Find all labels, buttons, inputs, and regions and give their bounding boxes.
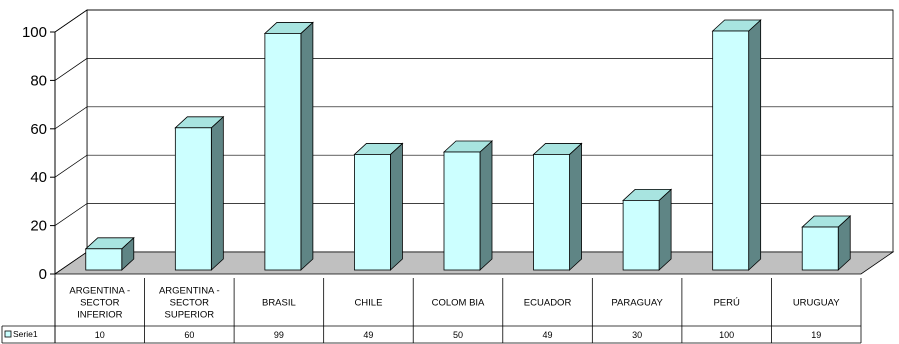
y-tick-label: 80 bbox=[30, 72, 47, 89]
bar-front bbox=[533, 154, 570, 271]
bar-front bbox=[712, 30, 750, 271]
side-wall bbox=[54, 9, 88, 275]
bar-side bbox=[210, 115, 224, 271]
bar bbox=[711, 19, 762, 271]
category-label: ARGENTINA - bbox=[69, 286, 130, 297]
gridline bbox=[54, 106, 893, 130]
value-label: 100 bbox=[719, 330, 734, 340]
y-tick-label: 0 bbox=[39, 266, 47, 283]
value-label: 49 bbox=[543, 330, 553, 340]
y-tick-label: 60 bbox=[30, 121, 47, 138]
value-label: 99 bbox=[274, 330, 284, 340]
bars bbox=[84, 19, 852, 271]
bar-side bbox=[390, 142, 403, 271]
legend-swatch bbox=[4, 330, 12, 338]
category-label: CHILE bbox=[354, 298, 382, 309]
category-label: PARAGUAY bbox=[611, 298, 663, 309]
bar bbox=[84, 236, 135, 271]
bar-front bbox=[174, 127, 212, 271]
bar-front bbox=[85, 248, 123, 271]
value-label: 49 bbox=[363, 330, 373, 340]
bar bbox=[263, 21, 314, 271]
y-tick-label: 100 bbox=[22, 24, 47, 41]
bar-front bbox=[622, 199, 660, 271]
value-label: 10 bbox=[95, 330, 105, 340]
bar-side bbox=[748, 19, 762, 271]
gridline bbox=[54, 9, 893, 33]
category-label: BRASIL bbox=[262, 298, 296, 309]
y-axis: 0 20 40 60 80 100 bbox=[22, 24, 56, 283]
bar bbox=[442, 140, 494, 271]
category-label: URUGUAY bbox=[793, 298, 840, 309]
category-label: ARGENTINA - bbox=[159, 286, 220, 297]
bar-side bbox=[479, 140, 493, 271]
category-label: SECTOR bbox=[170, 298, 210, 309]
gridline bbox=[54, 58, 893, 81]
value-label: 30 bbox=[632, 330, 642, 340]
gridline bbox=[54, 154, 893, 178]
bar-side bbox=[300, 21, 314, 271]
bar-front bbox=[801, 226, 839, 271]
bar bbox=[801, 215, 852, 271]
category-label: SECTOR bbox=[80, 298, 120, 309]
y-tick-label: 20 bbox=[30, 218, 47, 235]
bar bbox=[622, 188, 673, 271]
category-label: INFERIOR bbox=[77, 310, 123, 321]
category-label: COLOM BIA bbox=[432, 298, 485, 309]
bar bbox=[353, 142, 404, 271]
category-label: ECUADOR bbox=[524, 298, 572, 309]
bar-front bbox=[443, 151, 481, 271]
value-label: 19 bbox=[811, 330, 821, 340]
value-label: 60 bbox=[184, 330, 194, 340]
category-label: SUPERIOR bbox=[165, 310, 215, 321]
bar-side bbox=[569, 142, 582, 271]
bar-front bbox=[354, 154, 391, 271]
bar bbox=[174, 115, 225, 271]
bar-side bbox=[658, 188, 672, 271]
bar-front bbox=[264, 33, 302, 271]
bar bbox=[532, 142, 583, 271]
legend-label: Serie1 bbox=[13, 329, 38, 339]
category-label: PERÚ bbox=[713, 298, 740, 309]
value-label: 50 bbox=[453, 330, 463, 340]
y-tick-label: 40 bbox=[30, 169, 47, 186]
